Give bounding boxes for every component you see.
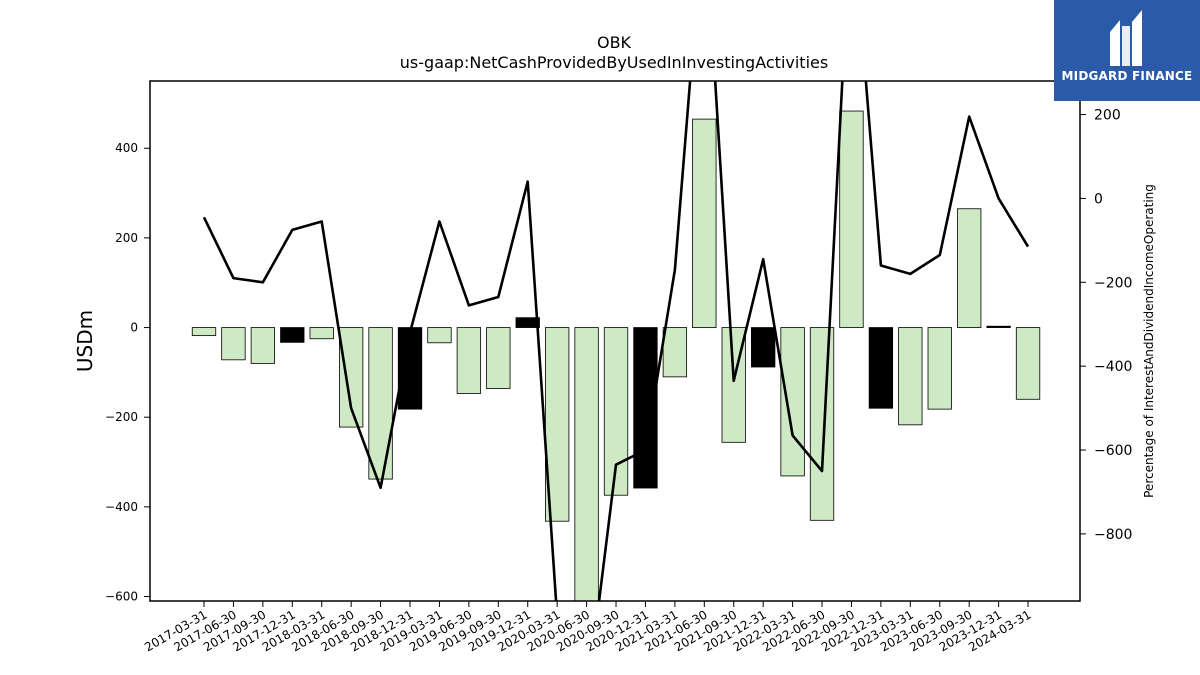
y2-tick-label: 0 (1094, 191, 1103, 207)
bar-2020-12-31 (633, 327, 658, 489)
y2-tick-label: −400 (1094, 359, 1132, 375)
bar-2023-06-30 (927, 327, 952, 410)
bar-2018-12-31 (397, 327, 423, 410)
bar-series (191, 110, 1041, 601)
line-series (202, 81, 1030, 601)
bar-2019-06-30 (456, 327, 482, 394)
bar-2022-06-30 (809, 327, 835, 521)
y-tick-label: −400 (105, 500, 138, 514)
y-tick-label: 400 (115, 141, 138, 155)
bar-2021-03-31 (662, 327, 688, 378)
bar-2017-09-30 (250, 327, 276, 364)
chart-subtitle: us-gaap:NetCashProvidedByUsedInInvesting… (400, 53, 828, 72)
y-tick-label: −600 (105, 590, 138, 604)
bar-2017-12-31 (280, 327, 305, 343)
bar-2021-06-30 (692, 118, 717, 328)
left-axis-ticks: −600 −400 −200 0 200 400 (105, 141, 150, 604)
right-axis-label: Percentage of InterestAndDividendIncomeO… (1142, 184, 1156, 498)
logo-text: MIDGARD FINANCE (1061, 69, 1193, 83)
y-tick-label: −200 (105, 410, 138, 424)
y2-tick-label: −800 (1094, 527, 1132, 543)
right-axis-ticks: −800 −600 −400 −200 0 200 (1080, 108, 1132, 543)
bar-2023-03-31 (898, 327, 923, 426)
bar-2019-03-31 (427, 327, 452, 344)
bar-2018-09-30 (368, 327, 393, 480)
plot-frame (149, 80, 1081, 602)
y-tick-label: 0 (130, 321, 138, 335)
line-path (202, 81, 1030, 601)
midgard-finance-logo: MIDGARD FINANCE (1054, 0, 1200, 101)
chart-title: OBK (597, 33, 632, 52)
y2-tick-label: −600 (1094, 443, 1132, 459)
bar-2020-06-30 (574, 327, 599, 601)
bar-2018-06-30 (338, 327, 364, 428)
y2-tick-label: 200 (1094, 108, 1121, 124)
logo-mark-icon (1110, 10, 1142, 66)
bar-2023-09-30 (957, 208, 982, 328)
bar-2020-09-30 (603, 327, 629, 496)
bar-2019-09-30 (486, 327, 511, 389)
bar-2023-12-31 (986, 325, 1011, 328)
y-tick-label: 200 (115, 231, 138, 245)
bar-2019-12-31 (515, 317, 540, 328)
bar-2018-03-31 (309, 327, 334, 340)
bar-2017-06-30 (221, 327, 246, 361)
bar-2024-03-31 (1015, 327, 1041, 400)
bar-2022-09-30 (839, 110, 864, 328)
y2-tick-label: −200 (1094, 275, 1132, 291)
y-axis-label: USDm (73, 310, 97, 372)
bar-2017-03-31 (191, 327, 217, 337)
bar-2021-12-31 (751, 327, 776, 368)
bar-2022-03-31 (780, 327, 805, 477)
bar-2022-12-31 (868, 327, 894, 409)
x-axis-ticks: 2017-03-312017-06-302017-09-302017-12-31… (142, 601, 1034, 654)
